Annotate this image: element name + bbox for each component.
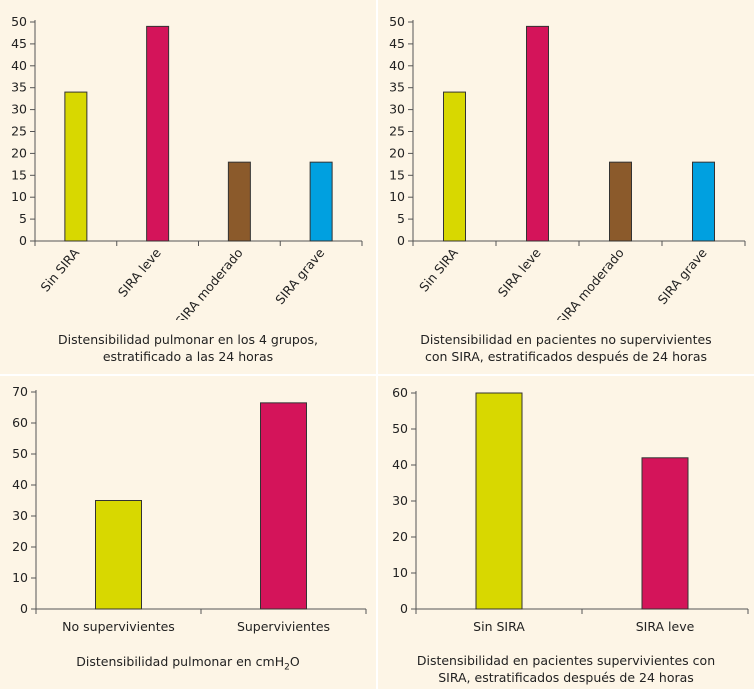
chart-1-caption-line-2: estratificado a las 24 horas (102, 349, 274, 364)
y-tick-label: 40 (389, 58, 405, 73)
chart-1-caption-line-1: Distensibilidad pulmonar en los 4 grupos… (58, 332, 318, 347)
x-tick-label: Supervivientes (237, 619, 330, 634)
y-tick-label: 0 (397, 233, 405, 248)
y-tick-label: 5 (19, 211, 27, 226)
x-tick-label: SIRA leve (636, 619, 695, 634)
x-tick-label: Sin SIRA (37, 245, 82, 295)
bar (146, 25, 170, 242)
bar (227, 161, 251, 242)
y-tick-label: 20 (392, 529, 408, 544)
y-tick-label: 30 (392, 493, 408, 508)
x-tick-label: SIRA moderado (553, 245, 626, 320)
chart-2-caption-line-2: con SIRA, estratificados después de 24 h… (425, 349, 707, 364)
bar (309, 161, 333, 242)
chart-panel-4: 0 10 20 30 40 50 60 Sin SIRA SIRA leve Distensib… (378, 376, 754, 689)
bar (64, 91, 88, 242)
y-tick-label: 60 (12, 415, 28, 430)
y-tick-label: 25 (389, 124, 405, 139)
x-tick-label: SIRA moderado (172, 245, 245, 320)
bar (443, 91, 466, 242)
y-tick-label: 50 (11, 14, 27, 29)
bar (609, 161, 632, 242)
chart-3-caption-main: Distensibilidad pulmonar en cmH (76, 654, 285, 669)
y-tick-label: 50 (12, 446, 28, 461)
x-tick-label: SIRA leve (495, 245, 544, 300)
chart-panel-3: 0 10 20 30 40 50 60 70 No supervivientes Superviv… (0, 376, 376, 689)
bar (95, 500, 142, 610)
y-tick-label: 45 (11, 36, 27, 51)
y-tick-label: 50 (389, 14, 405, 29)
y-tick-label: 40 (12, 477, 28, 492)
bar (260, 402, 307, 610)
x-tick-label: SIRA leve (115, 245, 164, 300)
y-tick-label: 60 (392, 385, 408, 400)
chart-3-caption: Distensibilidad pulmonar en cmH2O (0, 653, 376, 677)
y-tick-label: 15 (11, 167, 27, 182)
x-tick-label: No supervivientes (62, 619, 175, 634)
y-tick-label: 15 (389, 167, 405, 182)
y-tick-label: 0 (20, 601, 28, 616)
y-tick-label: 40 (11, 58, 27, 73)
y-tick-label: 30 (11, 102, 27, 117)
y-tick-label: 35 (389, 80, 405, 95)
panel-divider-vertical (376, 0, 378, 689)
chart-4-caption-line-2: SIRA, estratificados después de 24 horas (438, 670, 694, 685)
bar (641, 457, 689, 610)
y-tick-label: 70 (12, 384, 28, 399)
y-tick-label: 30 (12, 508, 28, 523)
x-tick-label: Sin SIRA (416, 245, 461, 295)
chart-2-caption: Distensibilidad en pacientes no superviv… (378, 331, 754, 365)
x-tick-label: SIRA grave (272, 245, 327, 307)
chart-3-caption-line-1: Distensibilidad pulmonar en cmH2O (0, 653, 376, 677)
x-tick-label: Sin SIRA (473, 619, 525, 634)
chart-2-caption-line-1: Distensibilidad en pacientes no superviv… (420, 332, 712, 347)
y-tick-label: 0 (19, 233, 27, 248)
bar (526, 25, 549, 242)
y-tick-label: 10 (11, 189, 27, 204)
y-tick-label: 20 (12, 539, 28, 554)
y-tick-label: 25 (11, 124, 27, 139)
y-tick-label: 45 (389, 36, 405, 51)
chart-3-caption-tail: O (289, 654, 300, 669)
chart-4-caption: Distensibilidad en pacientes supervivien… (378, 652, 754, 686)
y-tick-label: 10 (389, 189, 405, 204)
y-tick-label: 0 (400, 601, 408, 616)
y-tick-label: 5 (397, 211, 405, 226)
y-tick-label: 50 (392, 421, 408, 436)
y-tick-label: 10 (12, 570, 28, 585)
y-tick-label: 40 (392, 457, 408, 472)
y-tick-label: 30 (389, 102, 405, 117)
chart-panel-2: 0 5 10 15 20 25 30 35 40 45 50 Sin SIRA SIRA leve SIR… (378, 0, 754, 374)
chart-3-caption-sub: 2 (284, 662, 290, 673)
y-tick-label: 20 (389, 145, 405, 160)
y-tick-label: 10 (392, 565, 408, 580)
chart-3: 0 10 20 30 40 50 60 70 No supervivientes Superviv… (12, 384, 367, 634)
x-tick-label: SIRA grave (654, 245, 709, 307)
y-tick-label: 35 (11, 80, 27, 95)
bar (475, 392, 523, 610)
chart-4: 0 10 20 30 40 50 60 Sin SIRA SIRA leve (392, 385, 749, 634)
bar (692, 161, 715, 242)
chart-4-caption-line-1: Distensibilidad en pacientes supervivien… (416, 653, 716, 668)
chart-1-caption: Distensibilidad pulmonar en los 4 grupos… (0, 331, 376, 365)
y-tick-label: 20 (11, 145, 27, 160)
chart-panel-1: 0 5 10 15 20 25 30 35 40 45 50 Sin SIRA SIRA leve SIR… (0, 0, 376, 374)
